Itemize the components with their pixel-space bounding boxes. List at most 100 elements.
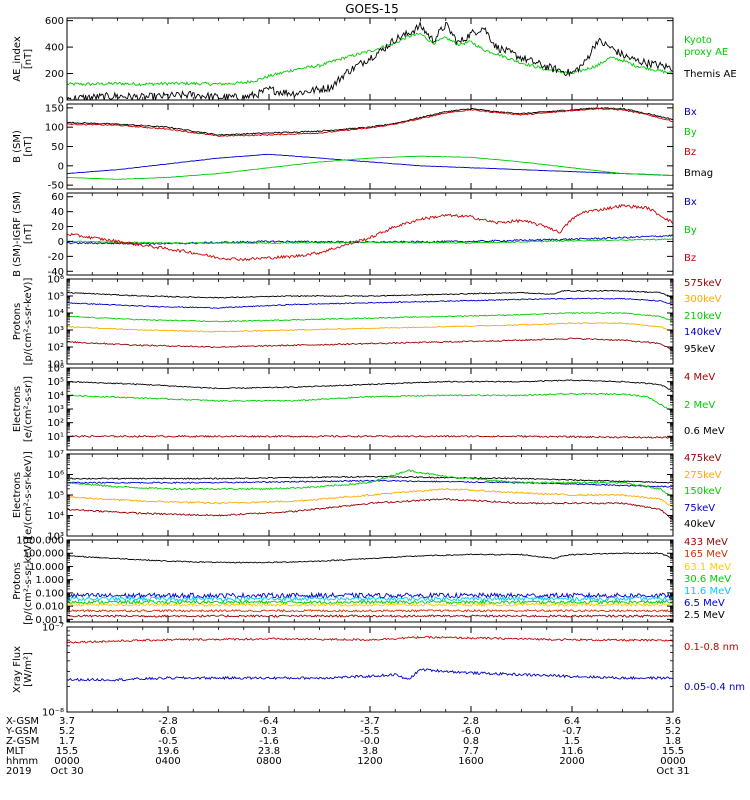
series-line-150kev bbox=[67, 469, 673, 498]
x-row-value: 1200 bbox=[357, 756, 382, 767]
y-tick-label: 60 bbox=[51, 192, 64, 203]
y-tick-label: 10⁻⁸ bbox=[42, 708, 64, 719]
legend-by: By bbox=[684, 225, 697, 236]
series-line-bz bbox=[67, 107, 673, 137]
y-tick-label: 20 bbox=[51, 222, 64, 233]
panel-2-series bbox=[67, 107, 673, 180]
x-row-value: 0400 bbox=[155, 756, 180, 767]
y-tick-label: 10² bbox=[47, 418, 64, 429]
series-line-140kev bbox=[67, 297, 673, 309]
x-row-value: -2.8 bbox=[158, 716, 178, 727]
panel-7: 0.001 0.010 0.100 1.000 10.000 100.000 1000.00… bbox=[12, 536, 731, 626]
panel-3-frame bbox=[66, 192, 674, 276]
y-tick-label: 10⁶ bbox=[47, 470, 64, 481]
x-row-value: 11.6 bbox=[561, 746, 583, 757]
y-tick-label: 10⁵ bbox=[47, 377, 64, 388]
x-row-value: 5.2 bbox=[665, 726, 681, 737]
legend-2-mev: 2 MeV bbox=[684, 400, 715, 411]
legend-210kev: 210keV bbox=[684, 311, 722, 322]
y-tick-label: 100.000 bbox=[23, 549, 64, 560]
x-row-value: 15.5 bbox=[56, 746, 78, 757]
legend-140kev: 140keV bbox=[684, 327, 722, 338]
panel-1: 0 200 400 600 AE_index[nT] Kyoto proxy AE Themi… bbox=[12, 16, 737, 106]
x-row-value: 23.8 bbox=[258, 746, 280, 757]
series-line-11-6-mev bbox=[67, 595, 673, 603]
x-row-value: 6.0 bbox=[160, 726, 176, 737]
series-line-themis-ae bbox=[67, 20, 673, 100]
x-row-value: 0.8 bbox=[463, 736, 479, 747]
legend-30-6-mev: 30.6 MeV bbox=[684, 574, 731, 585]
x-row-value: 0000 bbox=[660, 756, 685, 767]
x-row-value: 5.2 bbox=[59, 726, 75, 737]
y-tick-label: 10¹ bbox=[47, 360, 64, 371]
y-tick-label: 10⁴ bbox=[47, 511, 64, 522]
legend-themis-ae: Themis AE bbox=[683, 69, 737, 80]
y-axis-label: B (SM)-IGRF (SM)[nT] bbox=[12, 191, 34, 277]
y-axis-label: Xray Flux[W/m²] bbox=[12, 646, 34, 693]
series-line-bmag bbox=[67, 107, 673, 136]
y-tick-label: 100 bbox=[45, 123, 64, 134]
x-row-value: -3.7 bbox=[360, 716, 380, 727]
series-line-63-1-mev bbox=[67, 602, 673, 608]
legend-165-mev: 165 MeV bbox=[684, 549, 728, 560]
legend-bz: Bz bbox=[684, 253, 696, 264]
x-row-value: -0.5 bbox=[158, 736, 178, 747]
y-tick-label: 10⁶ bbox=[47, 364, 64, 375]
x-row-label-z-gsm: Z-GSM bbox=[6, 736, 39, 747]
y-tick-label: 10³ bbox=[47, 405, 64, 416]
panel-6: 10³ 10⁴ 10⁵ 10⁶ 10⁷ Electrons[e/(cm²-s-sr-keV… bbox=[12, 450, 722, 543]
legend-150kev: 150keV bbox=[684, 486, 722, 497]
x-row-value: 6.4 bbox=[564, 716, 580, 727]
series-line-2-5-mev bbox=[67, 552, 673, 564]
y-tick-label: 1000.000 bbox=[16, 536, 64, 547]
x-row-value: -6.4 bbox=[259, 716, 279, 727]
y-tick-label: -20 bbox=[48, 252, 64, 263]
series-line-bz bbox=[67, 203, 673, 262]
x-row-value: 0800 bbox=[256, 756, 281, 767]
y-tick-label: 10⁶ bbox=[47, 275, 64, 286]
y-axis-label: AE_index[nT] bbox=[12, 36, 34, 82]
legend-11-6-mev: 11.6 MeV bbox=[684, 586, 731, 597]
legend-75kev: 75keV bbox=[684, 503, 715, 514]
panel-4-series bbox=[67, 289, 673, 351]
y-tick-label: 10⁷ bbox=[47, 450, 64, 461]
panel-3: -40 -20 0 20 40 60 B (SM)-IGRF (SM)[nT] Bx By Bz bbox=[12, 191, 697, 278]
y-tick-label: 10⁻⁷ bbox=[42, 623, 64, 634]
y-tick-label: 0.001 bbox=[35, 615, 64, 626]
x-row-value: 1600 bbox=[458, 756, 483, 767]
x-row-label-2019: 2019 bbox=[6, 766, 31, 777]
panel-4: 10¹ 10² 10³ 10⁴ 10⁵ 10⁶ Protons[p/(cm²-s-sr-ke… bbox=[12, 275, 722, 371]
x-row-value: Oct 30 bbox=[50, 766, 83, 777]
y-tick-label: -50 bbox=[48, 181, 64, 192]
y-tick-label: 10⁴ bbox=[47, 309, 64, 320]
panel-7-series bbox=[67, 552, 673, 618]
legend-40kev: 40keV bbox=[684, 519, 715, 530]
y-axis-label: B (SM)[nT] bbox=[12, 130, 34, 163]
series-line-4-mev bbox=[67, 434, 673, 439]
y-tick-label: 10⁵ bbox=[47, 491, 64, 502]
x-row-value: 15.5 bbox=[662, 746, 684, 757]
x-row-value: 3.6 bbox=[665, 716, 681, 727]
x-row-value: -5.5 bbox=[360, 726, 380, 737]
y-tick-label: -40 bbox=[48, 267, 64, 278]
y-tick-label: 400 bbox=[45, 43, 64, 54]
x-row-value: Oct 31 bbox=[656, 766, 689, 777]
x-row-value: -1.6 bbox=[259, 736, 279, 747]
y-tick-label: 0.100 bbox=[35, 588, 64, 599]
series-line-2-mev bbox=[67, 392, 673, 413]
y-axis-label: Electrons[e/(cm²-s-sr)] bbox=[12, 376, 34, 442]
series-line-275kev bbox=[67, 487, 673, 509]
figure-title: GOES-15 bbox=[345, 2, 399, 16]
y-tick-label: 40 bbox=[51, 207, 64, 218]
y-tick-label: 1.000 bbox=[35, 575, 64, 586]
y-tick-label: 10¹ bbox=[47, 432, 64, 443]
series-line-0-6-mev bbox=[67, 379, 673, 392]
legend-433-mev: 433 MeV bbox=[684, 537, 728, 548]
y-tick-label: 10² bbox=[47, 343, 64, 354]
legend-275kev: 275keV bbox=[684, 470, 722, 481]
y-tick-label: 10³ bbox=[47, 326, 64, 337]
x-row-label-hhmm: hhmm bbox=[6, 756, 38, 767]
series-line-75kev bbox=[67, 479, 673, 488]
